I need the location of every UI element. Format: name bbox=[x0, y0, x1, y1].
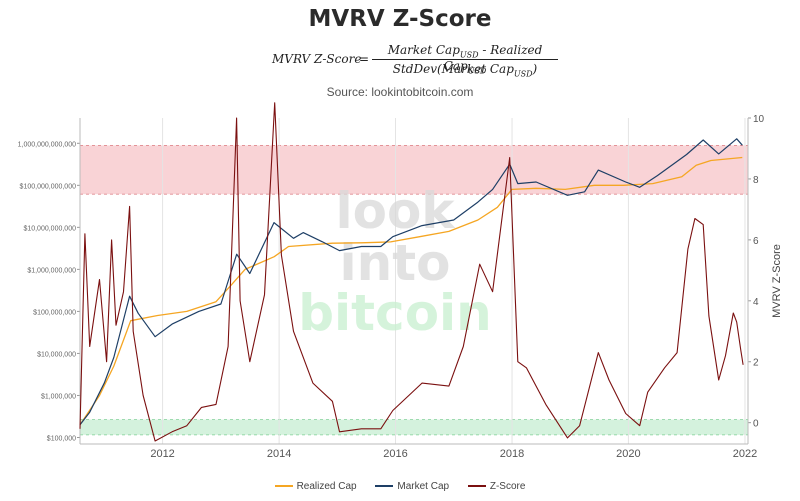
legend-swatch-market-cap bbox=[375, 485, 394, 488]
y-right-tick-label: 10 bbox=[753, 114, 765, 125]
x-tick-label: 2012 bbox=[150, 448, 174, 460]
y-left-tick-label: $1,000,000 bbox=[41, 393, 76, 400]
y-left-tick-label: $10,000,000,000 bbox=[23, 225, 76, 232]
x-tick-label: 2014 bbox=[267, 448, 291, 460]
realized-cap-line bbox=[79, 156, 743, 426]
watermark-look: look bbox=[335, 182, 456, 240]
chart-title: MVRV Z-Score bbox=[308, 6, 492, 32]
zone-green bbox=[80, 419, 748, 435]
watermark-bitcoin: bitcoin bbox=[298, 284, 492, 342]
x-tick-label: 2018 bbox=[500, 448, 524, 460]
legend-item-realized-cap[interactable]: Realized Cap bbox=[274, 481, 357, 492]
formula-denominator: StdDev(Market CapUSD) bbox=[392, 62, 538, 79]
y-left-tick-label: $100,000 bbox=[47, 435, 76, 442]
legend: Realized Cap Market Cap Z-Score bbox=[0, 481, 800, 492]
y-left-tick-label: $100,000,000,000 bbox=[20, 183, 77, 190]
market-cap-line bbox=[79, 138, 743, 426]
x-tick-label: 2022 bbox=[733, 448, 757, 460]
legend-swatch-realized-cap bbox=[274, 485, 293, 488]
y-right-tick-label: 4 bbox=[753, 297, 759, 308]
y-left-tick-label: $10,000,000 bbox=[37, 351, 76, 358]
legend-item-market-cap[interactable]: Market Cap bbox=[375, 481, 449, 492]
source-label: Source: lookintobitcoin.com bbox=[326, 85, 474, 99]
y-right-tick-label: 0 bbox=[753, 419, 759, 430]
formula-equals: = bbox=[359, 52, 370, 66]
formula-numerator: Market CapUSD - Realized CapUSD bbox=[387, 43, 543, 76]
formula: MVRV Z-Score = Market CapUSD - Realized … bbox=[0, 43, 800, 79]
legend-swatch-z-score bbox=[467, 485, 486, 488]
z-score-line bbox=[79, 102, 744, 442]
y-right-tick-label: 8 bbox=[753, 175, 759, 186]
y-right-tick-label: 2 bbox=[753, 358, 759, 369]
formula-lhs: MVRV Z-Score bbox=[272, 52, 362, 66]
watermark-into: into bbox=[340, 234, 451, 292]
y-left-tick-label: $1,000,000,000 bbox=[27, 267, 76, 274]
y-right-tick-label: 6 bbox=[753, 236, 759, 247]
y-right-axis-label: MVRV Z-Score bbox=[771, 244, 783, 318]
x-tick-label: 2020 bbox=[616, 448, 640, 460]
x-tick-label: 2016 bbox=[383, 448, 407, 460]
y-left-tick-label: $100,000,000 bbox=[33, 309, 76, 316]
y-left-tick-label: 1,000,000,000,000 bbox=[18, 141, 76, 148]
legend-item-z-score[interactable]: Z-Score bbox=[467, 481, 525, 492]
formula-fraction-bar bbox=[372, 59, 558, 60]
